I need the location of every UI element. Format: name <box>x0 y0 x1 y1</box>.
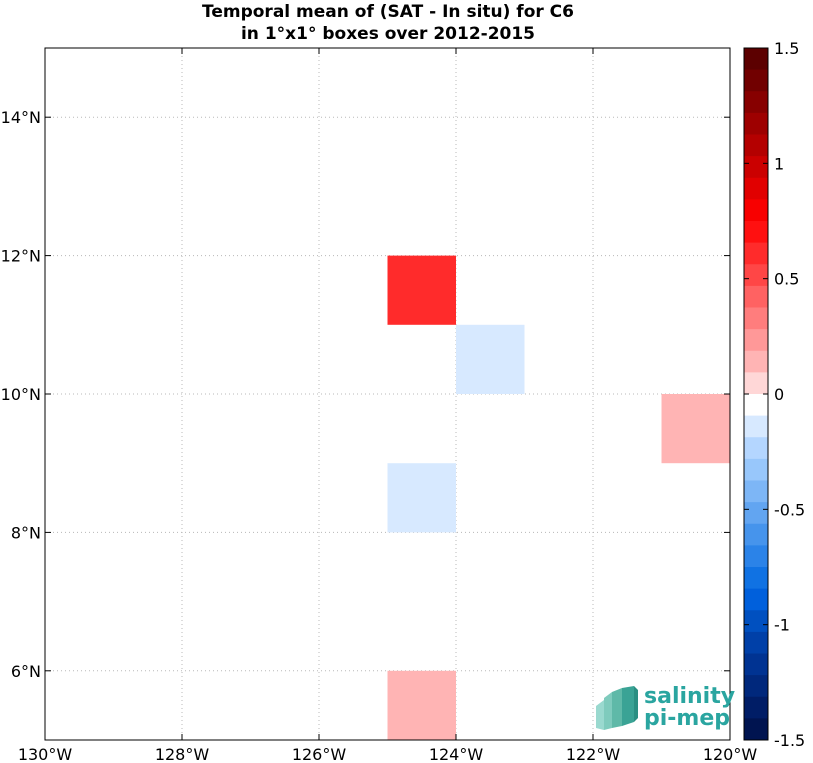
colorbar-segment <box>744 480 768 503</box>
colorbar-tick-label: 0 <box>774 385 784 404</box>
colorbar-segment <box>744 545 768 568</box>
colorbar: 1.5 1 0.5 0 -0.5 -1 -1.5 <box>743 39 805 750</box>
colorbar-segment <box>744 631 768 654</box>
colorbar-tick-label: -1 <box>774 616 790 635</box>
x-tick-label: 122°W <box>566 745 621 763</box>
chart-title: Temporal mean of (SAT - In situ) for C6 <box>202 2 574 22</box>
heatmap-cell <box>387 670 456 740</box>
colorbar-segment <box>744 307 768 330</box>
x-tick-label: 120°W <box>703 745 758 763</box>
colorbar-segment <box>744 91 768 114</box>
colorbar-segment <box>744 285 768 308</box>
colorbar-segment <box>744 372 768 395</box>
colorbar-segment <box>744 264 768 287</box>
colorbar-segment <box>744 653 768 676</box>
colorbar-segment <box>744 588 768 611</box>
colorbar-segment <box>744 567 768 590</box>
colorbar-segment <box>744 177 768 200</box>
chart-subtitle: in 1°x1° boxes over 2012-2015 <box>241 24 535 44</box>
x-tick-label: 130°W <box>18 745 73 763</box>
colorbar-segment <box>744 221 768 244</box>
colorbar-segment <box>744 48 768 71</box>
logo-line2: pi-mep <box>644 706 730 731</box>
x-axis-ticks: 130°W 128°W 126°W 124°W 122°W 120°W <box>18 48 758 763</box>
y-tick-label: 8°N <box>11 523 41 542</box>
y-tick-label: 12°N <box>1 247 41 266</box>
y-tick-label: 10°N <box>1 385 41 404</box>
colorbar-tick-label: 1 <box>774 154 784 173</box>
colorbar-segment <box>744 394 768 417</box>
heatmap-cells <box>387 255 730 740</box>
y-tick-label: 6°N <box>11 662 41 681</box>
colorbar-segment <box>744 69 768 92</box>
grid-lines <box>45 48 730 740</box>
colorbar-segment <box>744 458 768 481</box>
colorbar-segment <box>744 242 768 265</box>
x-tick-label: 128°W <box>155 745 210 763</box>
logo-line1: salinity <box>644 684 735 709</box>
colorbar-segment <box>744 329 768 352</box>
colorbar-segment <box>744 134 768 157</box>
colorbar-segment <box>744 437 768 460</box>
logo-waves-icon <box>596 686 638 730</box>
colorbar-tick-label: -1.5 <box>774 731 805 750</box>
colorbar-segment <box>744 199 768 222</box>
colorbar-tick-label: 0.5 <box>774 270 799 289</box>
colorbar-segment <box>744 523 768 546</box>
chart-title-block: Temporal mean of (SAT - In situ) for C6 … <box>202 2 574 44</box>
colorbar-tick-label: -0.5 <box>774 500 805 519</box>
x-tick-label: 124°W <box>429 745 484 763</box>
colorbar-segment <box>744 675 768 698</box>
colorbar-tick-label: 1.5 <box>774 39 799 58</box>
salinity-pi-mep-logo: salinity pi-mep <box>596 684 735 731</box>
colorbar-segment <box>744 350 768 373</box>
plot-area-background <box>45 48 730 740</box>
colorbar-segment <box>744 156 768 179</box>
x-tick-label: 126°W <box>292 745 347 763</box>
colorbar-segment <box>744 610 768 633</box>
colorbar-segment <box>744 696 768 719</box>
y-axis-ticks: 6°N 8°N 10°N 12°N 14°N <box>1 108 730 681</box>
heatmap-cell <box>387 255 456 325</box>
colorbar-segment <box>744 415 768 438</box>
colorbar-segment <box>744 718 768 741</box>
heatmap-cell <box>387 463 456 533</box>
y-tick-label: 14°N <box>1 108 41 127</box>
heatmap-cell <box>456 324 525 394</box>
colorbar-segment <box>744 502 768 525</box>
heatmap-cell <box>661 394 730 464</box>
colorbar-segment <box>744 112 768 135</box>
plot-area-frame <box>44 47 731 741</box>
